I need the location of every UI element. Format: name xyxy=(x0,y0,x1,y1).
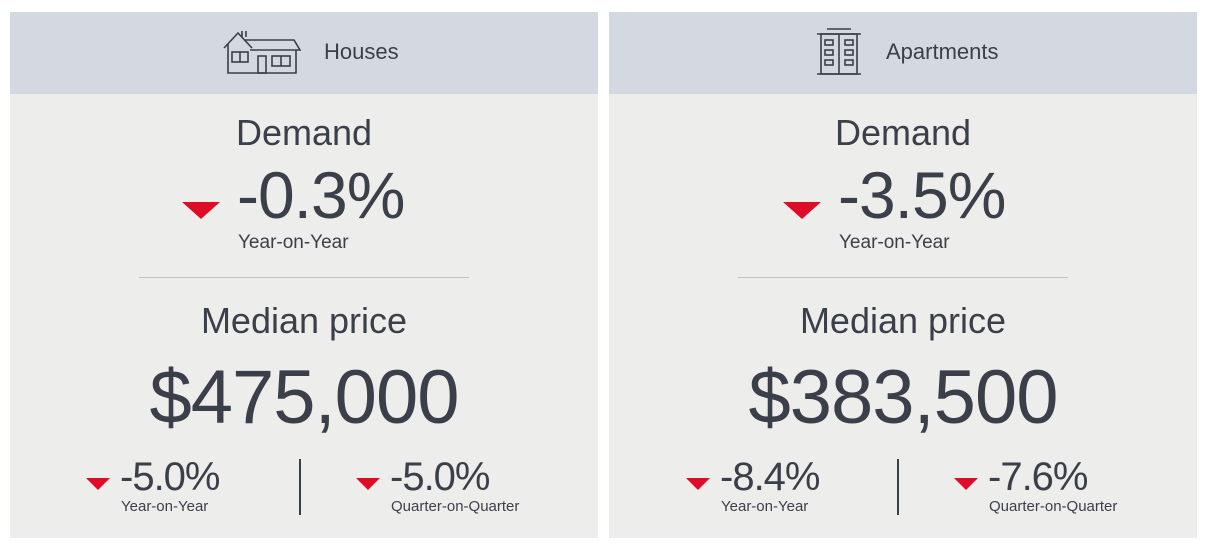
apartment-building-icon xyxy=(817,28,861,75)
apartments-demand-value: -3.5% xyxy=(838,158,1006,232)
houses-stats-divider xyxy=(299,459,301,515)
houses-median-title: Median price xyxy=(200,300,408,341)
down-arrow-icon xyxy=(182,202,220,219)
apartments-yoy-label: Year-on-Year xyxy=(721,498,809,515)
apartments-qoq-value: -7.6% xyxy=(988,455,1088,499)
houses-qoq-value: -5.0% xyxy=(390,455,490,499)
houses-median-price: $475,000 xyxy=(149,355,460,440)
apartments-median-title: Median price xyxy=(799,300,1007,341)
houses-yoy-value: -5.0% xyxy=(120,455,220,499)
apartments-yoy-value: -8.4% xyxy=(720,455,820,499)
apartments-divider xyxy=(738,277,1068,278)
houses-demand-period: Year-on-Year xyxy=(238,232,349,253)
houses-yoy-label: Year-on-Year xyxy=(121,498,209,515)
down-arrow-icon xyxy=(86,478,110,490)
houses-divider xyxy=(139,277,469,278)
apartments-header-label: Apartments xyxy=(886,39,999,64)
apartments-demand-title: Demand xyxy=(834,112,972,153)
down-arrow-icon xyxy=(783,202,821,219)
apartments-header: Apartments xyxy=(609,12,1197,94)
houses-header: Houses xyxy=(10,12,598,94)
houses-panel: Houses Demand -0.3% Year-on-Year Median … xyxy=(10,12,598,538)
down-arrow-icon xyxy=(954,478,978,490)
down-arrow-icon xyxy=(686,478,710,490)
apartments-qoq-label: Quarter-on-Quarter xyxy=(989,498,1118,515)
houses-header-label: Houses xyxy=(324,39,399,64)
apartments-stats-divider xyxy=(897,459,899,515)
house-icon xyxy=(223,31,302,74)
houses-demand-title: Demand xyxy=(235,112,373,153)
apartments-demand-period: Year-on-Year xyxy=(839,232,950,253)
apartments-panel: Apartments Demand -3.5% Year-on-Year Med… xyxy=(609,12,1197,538)
apartments-median-price: $383,500 xyxy=(748,355,1059,440)
down-arrow-icon xyxy=(356,478,380,490)
houses-demand-value: -0.3% xyxy=(237,158,405,232)
houses-qoq-label: Quarter-on-Quarter xyxy=(391,498,520,515)
